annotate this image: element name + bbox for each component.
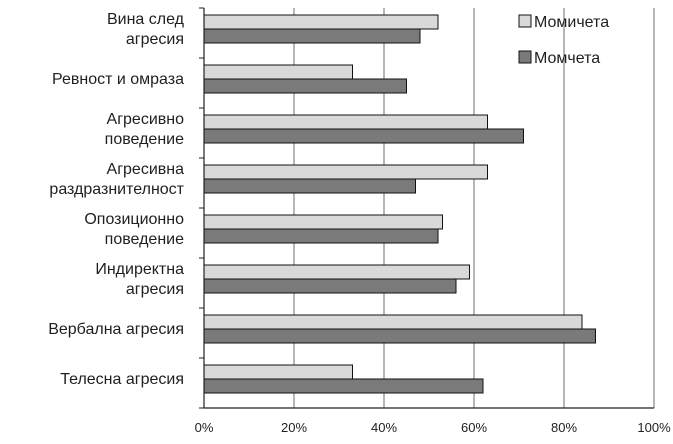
legend-label: Момичета	[534, 14, 609, 31]
bar-boys	[203, 178, 416, 194]
y-category-label: Ревност и омраза	[52, 71, 184, 88]
bar-girls	[203, 114, 488, 130]
y-category-label: Телесна агресия	[60, 371, 184, 388]
x-tick-label: 80%	[551, 420, 577, 435]
legend-label: Момчета	[534, 50, 600, 67]
y-category-label-line: Телесна агресия	[60, 371, 184, 388]
y-category-label-line: Вербална агресия	[48, 321, 184, 338]
bar-girls	[203, 364, 353, 380]
y-category-label-line: Опозиционно	[84, 211, 184, 228]
y-category-label: Индиректна агресия	[95, 261, 184, 298]
bar-boys	[203, 28, 421, 44]
bar-boys	[203, 78, 407, 94]
y-category-label-line: агресия	[126, 31, 184, 48]
x-tick-label: 100%	[637, 420, 671, 435]
x-tick-label: 20%	[281, 420, 307, 435]
y-category-label-line: Вина след	[107, 11, 185, 28]
y-category-label: Опозиционно поведение	[84, 211, 184, 248]
bar-girls	[203, 264, 470, 280]
y-category-label-line: агресия	[126, 281, 184, 298]
y-category-label-line: поведение	[105, 131, 184, 148]
x-tick-label: 0%	[195, 420, 214, 435]
y-category-label-line: Ревност и омраза	[52, 71, 184, 88]
bar-boys	[203, 328, 596, 344]
y-category-label-line: раздразнителност	[49, 181, 184, 198]
y-category-label: Агресивно поведение	[105, 111, 184, 148]
y-category-label-line: поведение	[105, 231, 184, 248]
bar-boys	[203, 278, 457, 294]
bar-girls	[203, 214, 443, 230]
y-category-label: Вина след агресия	[107, 11, 185, 48]
y-category-label-line: Агресивно	[107, 111, 185, 128]
bar-girls	[203, 64, 353, 80]
y-category-label-line: Индиректна	[95, 261, 184, 278]
x-tick-label: 60%	[461, 420, 487, 435]
bar-girls	[203, 14, 439, 30]
y-category-label-line: Агресивна	[107, 161, 185, 178]
bar-boys	[203, 228, 439, 244]
x-tick-label: 40%	[371, 420, 397, 435]
bar-boys	[203, 378, 484, 394]
legend-swatch	[518, 14, 532, 28]
bar-boys	[203, 128, 524, 144]
bar-girls	[203, 314, 583, 330]
legend-swatch	[518, 50, 532, 64]
y-category-label: Вербална агресия	[48, 321, 184, 338]
bar-girls	[203, 164, 488, 180]
y-category-label: Агресивна раздразнителност	[49, 161, 184, 198]
